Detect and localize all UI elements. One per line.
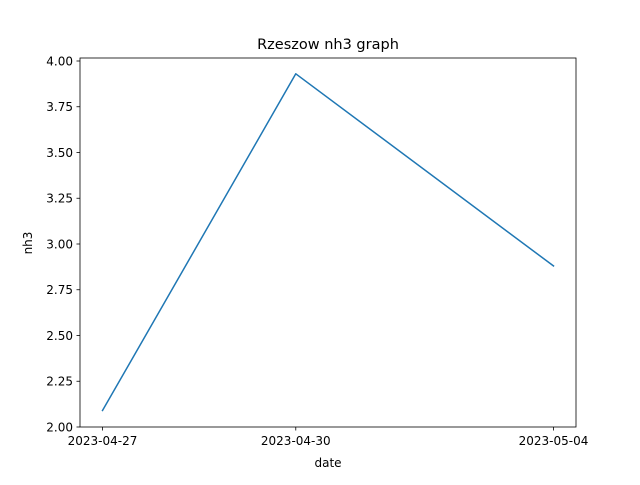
y-tick-label: 4.00 (46, 54, 73, 68)
y-tick-label: 2.00 (46, 420, 73, 434)
x-axis-label: date (314, 456, 341, 470)
y-tick-label: 2.75 (46, 283, 73, 297)
y-axis-label: nh3 (21, 232, 35, 255)
y-tick-label: 2.25 (46, 375, 73, 389)
chart-title: Rzeszow nh3 graph (257, 37, 399, 53)
y-tick-label: 3.50 (46, 146, 73, 160)
x-tick-label: 2023-04-27 (68, 434, 138, 448)
y-tick-label: 3.75 (46, 100, 73, 114)
x-tick-label: 2023-04-30 (261, 434, 331, 448)
y-tick-label: 3.00 (46, 237, 73, 251)
y-tick-label: 3.25 (46, 192, 73, 206)
y-tick-label: 2.50 (46, 329, 73, 343)
x-tick-label: 2023-05-04 (519, 434, 589, 448)
